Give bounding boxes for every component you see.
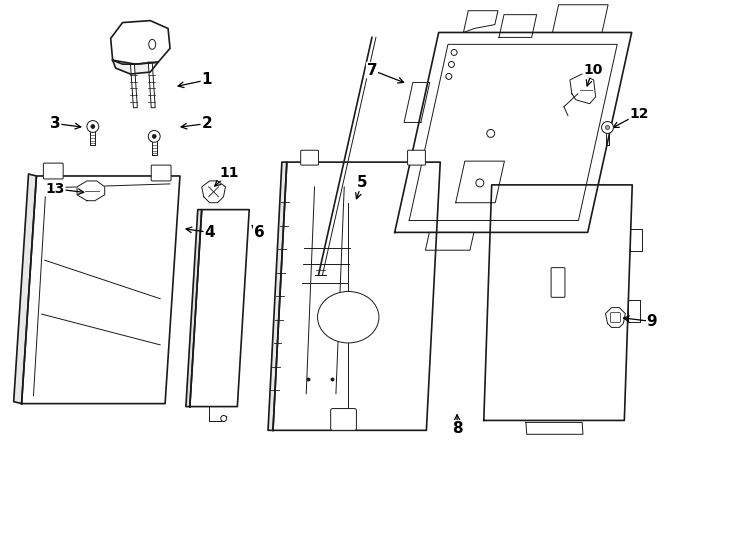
Text: 2: 2 xyxy=(201,116,212,131)
Polygon shape xyxy=(190,210,250,407)
Polygon shape xyxy=(152,140,156,155)
Text: 11: 11 xyxy=(219,166,239,180)
Polygon shape xyxy=(628,300,639,321)
Polygon shape xyxy=(484,185,632,421)
FancyBboxPatch shape xyxy=(407,150,426,165)
Text: 6: 6 xyxy=(254,225,264,240)
Text: 12: 12 xyxy=(630,106,649,120)
Circle shape xyxy=(476,179,484,187)
Text: 8: 8 xyxy=(451,421,462,436)
Polygon shape xyxy=(268,162,287,430)
Polygon shape xyxy=(526,422,583,434)
Polygon shape xyxy=(186,210,202,407)
Polygon shape xyxy=(111,21,170,64)
Circle shape xyxy=(87,120,99,132)
Polygon shape xyxy=(112,60,158,74)
Polygon shape xyxy=(14,174,37,403)
Text: 13: 13 xyxy=(46,182,65,196)
FancyBboxPatch shape xyxy=(301,150,319,165)
Polygon shape xyxy=(21,176,180,403)
Polygon shape xyxy=(606,131,609,145)
Circle shape xyxy=(448,62,454,68)
Text: 3: 3 xyxy=(50,116,60,131)
Circle shape xyxy=(91,125,95,129)
Polygon shape xyxy=(404,83,429,123)
Ellipse shape xyxy=(149,39,156,49)
Polygon shape xyxy=(77,181,105,201)
FancyBboxPatch shape xyxy=(551,268,565,298)
Circle shape xyxy=(148,131,160,143)
Circle shape xyxy=(451,50,457,56)
Polygon shape xyxy=(426,232,474,250)
Polygon shape xyxy=(463,11,498,32)
FancyBboxPatch shape xyxy=(331,409,357,430)
Text: 10: 10 xyxy=(583,63,603,77)
Text: 4: 4 xyxy=(204,225,215,240)
Polygon shape xyxy=(630,229,642,251)
Ellipse shape xyxy=(318,292,379,343)
Polygon shape xyxy=(499,15,537,37)
Circle shape xyxy=(221,415,227,421)
Circle shape xyxy=(606,125,609,130)
Text: 5: 5 xyxy=(357,176,367,191)
Text: 9: 9 xyxy=(647,314,658,329)
Text: 7: 7 xyxy=(367,63,377,78)
Circle shape xyxy=(446,73,452,79)
Text: 1: 1 xyxy=(201,72,212,87)
FancyBboxPatch shape xyxy=(611,313,620,322)
Polygon shape xyxy=(570,74,595,104)
Polygon shape xyxy=(456,161,504,202)
Circle shape xyxy=(602,122,614,133)
Polygon shape xyxy=(90,131,95,145)
Circle shape xyxy=(487,130,495,137)
Polygon shape xyxy=(131,64,137,107)
Polygon shape xyxy=(273,162,440,430)
FancyBboxPatch shape xyxy=(43,163,63,179)
Polygon shape xyxy=(148,62,155,107)
Polygon shape xyxy=(409,44,617,220)
Circle shape xyxy=(152,134,156,138)
Polygon shape xyxy=(202,181,225,202)
Polygon shape xyxy=(395,32,632,232)
FancyBboxPatch shape xyxy=(151,165,171,181)
Polygon shape xyxy=(553,5,608,32)
Polygon shape xyxy=(606,308,625,327)
